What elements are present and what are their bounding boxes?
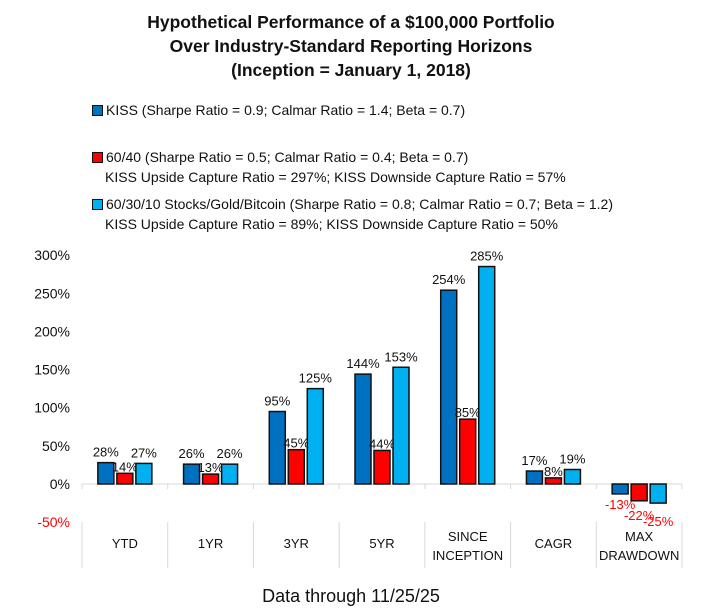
data-label: 125%	[299, 371, 333, 386]
y-tick-label: 50%	[42, 438, 70, 454]
data-label: -22%	[624, 508, 655, 523]
bar	[201, 473, 220, 485]
legend-label-kiss: KISS (Sharpe Ratio = 0.9; Calmar Ratio =…	[106, 102, 466, 118]
bar	[563, 468, 582, 485]
legend-swatch-60-40	[92, 151, 103, 163]
chart-title-line-1: Hypothetical Performance of a $100,000 P…	[147, 12, 555, 32]
bar	[477, 265, 496, 485]
footer-note: Data through 11/25/25	[262, 586, 440, 606]
data-label: 28%	[93, 445, 119, 460]
legend-label-60-40: 60/40 (Sharpe Ratio = 0.5; Calmar Ratio …	[106, 149, 469, 165]
chart-title: Hypothetical Performance of a $100,000 P…	[0, 10, 702, 82]
data-label: 17%	[521, 453, 547, 468]
bar	[392, 366, 410, 485]
data-label: 95%	[264, 394, 290, 409]
data-label: 19%	[559, 452, 585, 467]
x-category-label: INCEPTION	[432, 548, 503, 563]
x-category-label: DRAWDOWN	[599, 548, 679, 563]
legend-note-60-30-10: KISS Upside Capture Ratio = 89%; KISS Do…	[105, 216, 558, 232]
data-label: 13%	[198, 460, 224, 475]
x-category-label: MAX	[625, 529, 654, 544]
y-tick-label: 200%	[34, 323, 70, 339]
x-category-label: SINCE	[448, 529, 488, 544]
bar	[544, 477, 563, 485]
y-tick-label: 300%	[34, 247, 70, 263]
legend-item-60-40: 60/40 (Sharpe Ratio = 0.5; Calmar Ratio …	[92, 147, 566, 187]
bar	[97, 461, 115, 485]
data-label: -25%	[643, 514, 674, 529]
legend-item-kiss: KISS (Sharpe Ratio = 0.9; Calmar Ratio =…	[92, 100, 465, 120]
bar	[116, 472, 134, 485]
bar	[306, 387, 325, 485]
bar	[649, 483, 667, 504]
data-label: 144%	[346, 356, 380, 371]
data-label: 285%	[470, 249, 504, 264]
bar	[439, 289, 458, 485]
bar	[135, 462, 153, 485]
x-category-label: 3YR	[284, 536, 309, 551]
y-tick-label: -50%	[37, 514, 70, 530]
data-label: 45%	[283, 436, 309, 451]
bar	[630, 483, 648, 502]
chart-title-line-3: (Inception = January 1, 2018)	[231, 60, 471, 80]
data-label: 26%	[179, 446, 205, 461]
legend-label-60-30-10: 60/30/10 Stocks/Gold/Bitcoin (Sharpe Rat…	[106, 196, 614, 212]
bar	[525, 470, 544, 485]
y-tick-label: 100%	[34, 400, 70, 416]
y-tick-label: 150%	[34, 362, 70, 378]
data-label: 8%	[544, 464, 563, 479]
chart-title-line-2: Over Industry-Standard Reporting Horizon…	[169, 36, 533, 56]
y-tick-label: 250%	[34, 285, 70, 301]
data-label: -13%	[605, 497, 636, 512]
legend-note-60-40: KISS Upside Capture Ratio = 297%; KISS D…	[105, 169, 566, 185]
data-label: 44%	[369, 436, 395, 451]
legend-item-60-30-10: 60/30/10 Stocks/Gold/Bitcoin (Sharpe Rat…	[92, 194, 613, 234]
x-category-label: CAGR	[535, 536, 573, 551]
legend-swatch-60-30-10	[92, 198, 103, 210]
legend-swatch-kiss	[92, 104, 103, 116]
bar	[354, 373, 372, 485]
x-category-label: 1YR	[198, 536, 223, 551]
bar	[611, 483, 629, 495]
data-label: 27%	[131, 445, 157, 460]
data-label: 153%	[384, 349, 418, 364]
bar	[182, 463, 201, 485]
bar	[458, 418, 477, 485]
x-category-label: 5YR	[369, 536, 394, 551]
bar	[373, 449, 391, 485]
bar	[220, 463, 239, 485]
x-category-label: YTD	[112, 536, 138, 551]
data-label: 85%	[455, 405, 481, 420]
data-label: 14%	[112, 459, 138, 474]
bar	[268, 410, 287, 485]
data-label: 254%	[432, 272, 466, 287]
y-tick-label: 0%	[50, 476, 70, 492]
bar	[287, 448, 306, 485]
data-label: 26%	[217, 446, 243, 461]
